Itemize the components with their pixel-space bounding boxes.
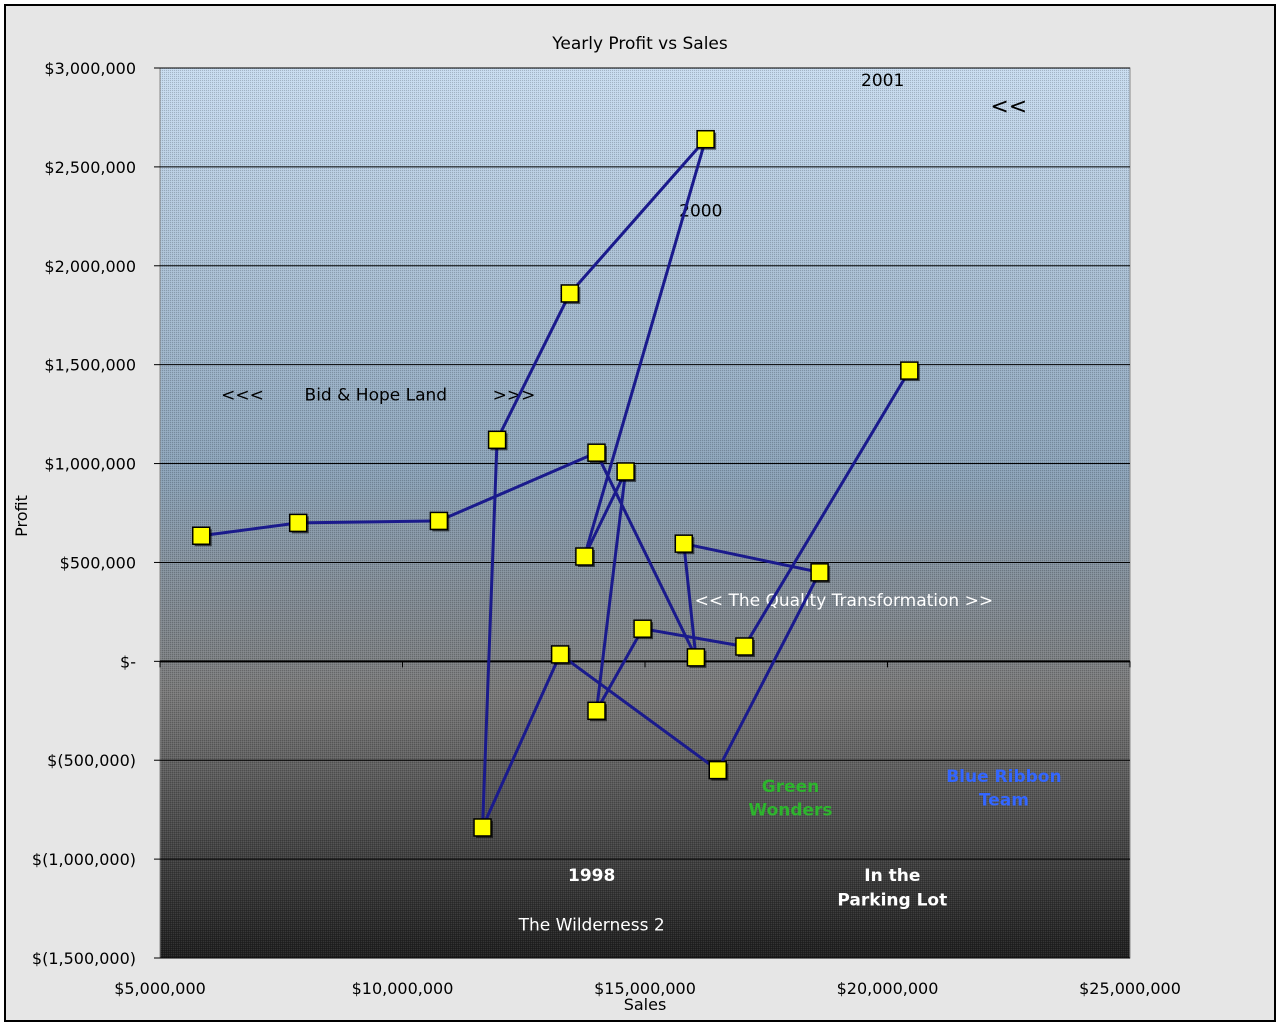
data-point-marker — [587, 443, 606, 462]
x-tick-label: $20,000,000 — [837, 979, 939, 998]
x-axis-title: Sales — [624, 995, 667, 1014]
series-line-segment — [742, 369, 911, 648]
data-point-marker — [633, 619, 652, 638]
series-line-segment — [558, 652, 720, 772]
chart-frame: Yearly Profit vs Sales $3,000,000 $2,500,… — [4, 4, 1276, 1022]
annotation-label: 1998 — [568, 866, 615, 886]
annotation-label: Green — [762, 777, 820, 797]
y-tick-label: $500,000 — [60, 553, 136, 572]
x-axis: $5,000,000 $10,000,000 $15,000,000 $20,000,… — [114, 661, 1181, 998]
series-line-segment — [568, 137, 708, 295]
annotation-label: 2000 — [679, 201, 722, 221]
annotation-label: Bid & Hope Land — [305, 385, 448, 405]
data-point-marker — [900, 361, 919, 380]
y-tick-label: $- — [120, 652, 136, 671]
y-tick-label: $(500,000) — [47, 751, 136, 770]
annotation-label: << The Quality Transformation >> — [695, 591, 994, 611]
series-line-segment — [595, 451, 698, 659]
series-lines — [199, 137, 911, 829]
y-tick-label: $2,000,000 — [44, 257, 136, 276]
data-point-marker — [429, 511, 449, 531]
series-line-segment — [199, 521, 300, 538]
x-tick-label: $5,000,000 — [114, 979, 206, 998]
grid-lines — [160, 67, 1130, 959]
series-line-segment — [595, 469, 628, 713]
data-point-marker — [810, 563, 829, 582]
data-point-marker — [560, 284, 580, 303]
x-tick-label: $15,000,000 — [594, 979, 696, 998]
annotation-label: In the — [864, 866, 920, 886]
series-line-segment — [641, 627, 746, 648]
data-point-marker — [587, 701, 606, 721]
y-tick-label: $(1,000,000) — [32, 850, 136, 869]
data-point-marker — [735, 637, 754, 656]
y-axis: $3,000,000 $2,500,000 $2,000,000 $1,500,000… — [32, 59, 160, 968]
y-axis-title: Profit — [12, 495, 31, 537]
data-point-marker — [575, 547, 594, 566]
x-tick-label: $25,000,000 — [1079, 979, 1181, 998]
series-line-segment — [682, 542, 822, 574]
series-line-segment — [296, 519, 441, 525]
chart-title: Yearly Profit vs Sales — [551, 34, 728, 54]
data-point-marker — [550, 645, 570, 664]
annotation-label: Wonders — [748, 801, 832, 821]
data-point-marker — [674, 534, 694, 553]
series-line-segment — [437, 451, 598, 523]
y-tick-label: $1,500,000 — [44, 356, 136, 375]
profit-vs-sales-chart: Yearly Profit vs Sales $3,000,000 $2,500,… — [12, 34, 1181, 1014]
data-point-marker — [708, 760, 727, 780]
annotation-label: >>> — [493, 385, 536, 405]
series-line-segment — [481, 652, 562, 829]
plot-dither — [160, 68, 1130, 958]
series-line-segment — [481, 438, 499, 829]
annotation-label: Team — [979, 791, 1029, 811]
y-tick-label: $(1,500,000) — [32, 949, 136, 968]
series-line-segment — [582, 469, 628, 559]
annotation-label: Blue Ribbon — [946, 767, 1061, 787]
data-point-marker — [616, 462, 635, 481]
data-point-marker — [696, 129, 715, 149]
y-tick-label: $3,000,000 — [44, 59, 136, 78]
series-line-segment — [495, 291, 572, 442]
plot-area — [159, 67, 1131, 959]
data-point-marker — [686, 648, 706, 667]
y-tick-label: $2,500,000 — [44, 158, 136, 177]
annotation-label: Parking Lot — [837, 891, 947, 911]
series-line-segment — [595, 627, 645, 713]
series-line-segment — [716, 570, 822, 772]
annotations: 2001 << 2000 <<< Bid & Hope Land >>> << The Qu… — [221, 71, 1062, 936]
data-point-marker — [473, 818, 492, 837]
x-tick-label: $10,000,000 — [352, 979, 454, 998]
series-line-segment — [582, 137, 708, 559]
annotation-label: << — [990, 94, 1027, 119]
data-point-marker — [487, 430, 507, 450]
annotation-label: <<< — [221, 385, 264, 405]
data-point-marker — [191, 526, 211, 545]
data-point-marker — [288, 513, 308, 533]
annotation-label: The Wilderness 2 — [518, 915, 665, 935]
y-tick-label: $1,000,000 — [44, 455, 136, 474]
data-markers — [191, 129, 920, 838]
annotation-label: 2001 — [861, 71, 904, 91]
